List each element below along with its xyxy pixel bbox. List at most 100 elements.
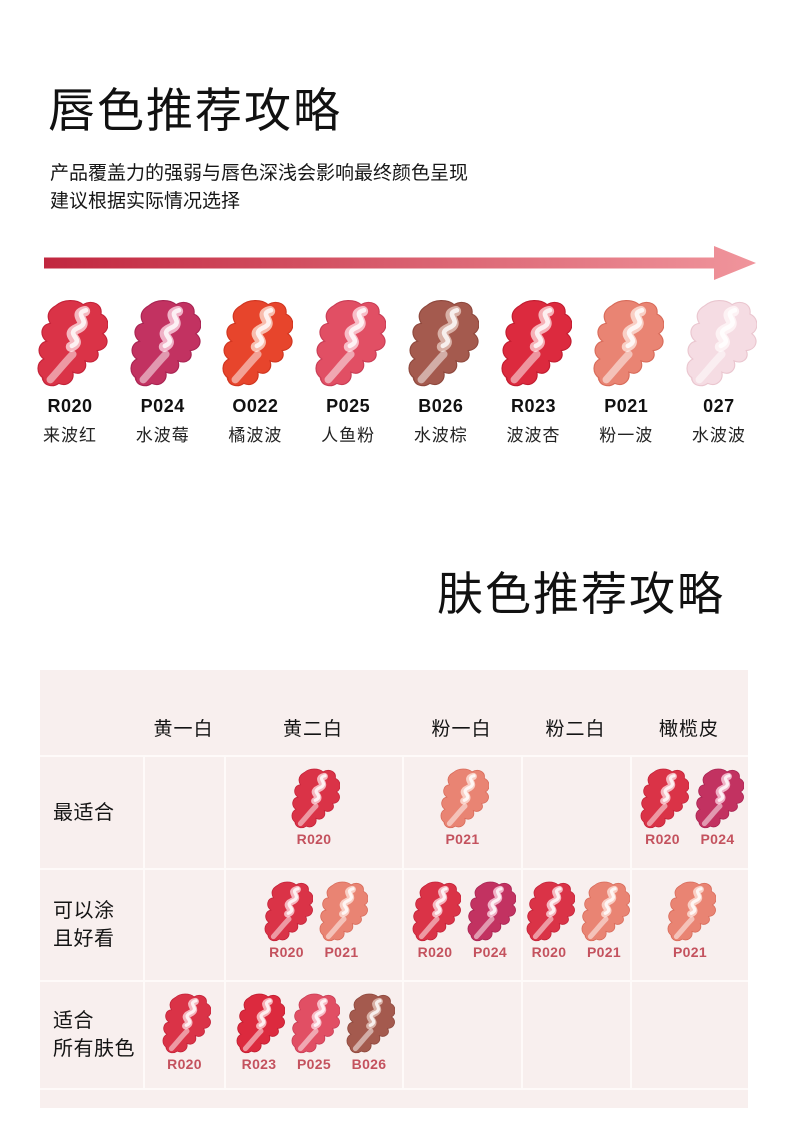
shade-name: 水波莓	[135, 426, 190, 445]
cell-shade-P024: P024	[464, 881, 516, 960]
table-row-label-3: 适合 所有肤色	[40, 980, 143, 1088]
subtitle-line-1: 产品覆盖力的强弱与唇色深浅会影响最终颜色呈现	[50, 163, 469, 184]
cell-shade-code: P025	[297, 1056, 331, 1072]
lipstick-smear-swatch	[581, 881, 630, 942]
shade-code: R023	[511, 396, 557, 416]
shade-code: R020	[47, 396, 93, 416]
lipstick-smear-swatch	[695, 768, 744, 829]
shade-name: 橘波波	[228, 426, 283, 445]
table-row-label-2: 可以涂 且好看	[40, 868, 143, 980]
shade-item-R020: R020 来波红	[26, 299, 114, 446]
lipstick-smear-swatch	[640, 768, 689, 829]
row-label-line: 且好看	[53, 928, 115, 950]
cell-shade-code: R020	[645, 831, 680, 847]
lipstick-smear-swatch	[130, 299, 201, 387]
cell-shade-R020: R020	[261, 881, 313, 960]
cell-shade-P021: P021	[316, 881, 368, 960]
shade-name: 波波杏	[506, 426, 561, 445]
cell-shade-code: P021	[324, 944, 359, 960]
cell-shade-code: P021	[445, 831, 480, 847]
cell-shade-code: B026	[351, 1056, 387, 1072]
table-cell-r2-c4: R020 P021	[521, 868, 630, 980]
table-cell-r3-c3	[402, 980, 521, 1088]
lipstick-smear-swatch	[319, 881, 368, 942]
cell-shade-P025: P025	[288, 993, 340, 1072]
table-cell-r1-c3: P021	[402, 755, 521, 868]
row-label-line: 所有肤色	[53, 1038, 135, 1060]
lipstick-smear-swatch	[440, 768, 489, 829]
shade-code: O022	[232, 396, 279, 416]
table-cell-r3-c1: R020	[143, 980, 224, 1088]
table-cell-r2-c5: P021	[630, 868, 748, 980]
lipstick-smear-swatch	[162, 993, 211, 1054]
skin-section-title: 肤色推荐攻略	[437, 568, 725, 620]
table-cell-r2-c2: R020 P021	[224, 868, 402, 980]
shade-item-B026: B026 水波棕	[397, 299, 485, 446]
row-label-line: 可以涂	[53, 900, 115, 922]
lip-section-subtitle: 产品覆盖力的强弱与唇色深浅会影响最终颜色呈现 建议根据实际情况选择	[50, 160, 468, 216]
cell-shade-code: P021	[587, 944, 621, 960]
lipstick-smear-swatch	[222, 299, 294, 387]
cell-shade-code: R023	[241, 1056, 277, 1072]
cell-shade-P021: P021	[437, 768, 489, 847]
gradient-arrow-icon	[42, 243, 758, 283]
table-cell-r3-c2: R023 P025 B026	[224, 980, 402, 1088]
cell-shade-code: R020	[167, 1056, 202, 1072]
shade-item-027: 027 水波波	[675, 299, 763, 446]
lipstick-smear-swatch	[236, 993, 285, 1054]
table-header-col-2: 黄二白	[282, 719, 343, 740]
lipstick-smear-swatch	[500, 299, 572, 387]
subtitle-line-2: 建议根据实际情况选择	[50, 191, 241, 212]
shade-name: 人鱼粉	[321, 426, 376, 445]
table-cell-r3-c5	[630, 980, 748, 1088]
shade-item-P025: P025 人鱼粉	[304, 299, 392, 446]
cell-shade-B026: B026	[343, 993, 395, 1072]
table-header-col-5: 橄榄皮	[658, 719, 719, 740]
shade-item-P024: P024 水波莓	[119, 299, 207, 446]
cell-shade-R023: R023	[233, 993, 285, 1072]
right-arrow-icon	[44, 246, 756, 280]
lipstick-smear-swatch	[412, 881, 461, 942]
cell-shade-R020: R020	[523, 881, 575, 960]
table-row-label-1: 最适合	[40, 755, 143, 868]
table-cell-r1-c4	[521, 755, 630, 868]
cell-shade-code: P024	[700, 831, 735, 847]
table-cell-r1-c2: R020	[224, 755, 402, 868]
cell-shade-R020: R020	[288, 768, 340, 847]
shade-name: 来波红	[43, 426, 97, 445]
shade-row: R020 来波红 P024 水波莓 O022 橘波波 P025 人鱼粉 B026 水波棕 R023 波…	[26, 299, 763, 446]
lip-section-title: 唇色推荐攻略	[48, 84, 342, 137]
table-cell-r1-c1	[143, 755, 224, 868]
lipstick-smear-swatch	[593, 299, 665, 387]
table-cell-r3-c4	[521, 980, 630, 1088]
shade-code: P025	[326, 396, 371, 416]
lipstick-smear-swatch	[291, 993, 340, 1054]
cell-shade-P021: P021	[578, 881, 630, 960]
shade-code: B026	[418, 396, 464, 416]
lipstick-smear-swatch	[315, 299, 387, 387]
cell-shade-R020: R020	[159, 993, 211, 1072]
cell-shade-P024: P024	[692, 768, 744, 847]
cell-shade-code: P021	[673, 944, 707, 960]
skin-tone-table: 黄一白 黄二白 粉一白 粉二白 橄榄皮 最适合 R020 P021 R020 P024 可以涂 且好看…	[40, 670, 748, 1108]
row-label-line: 适合	[53, 1010, 94, 1032]
shade-name: 水波波	[691, 426, 746, 445]
lipstick-smear-swatch	[291, 768, 340, 829]
lipstick-smear-swatch	[526, 881, 575, 942]
lipstick-smear-swatch	[667, 881, 716, 942]
table-cell-r1-c5: R020 P024	[630, 755, 748, 868]
lipstick-smear-swatch	[346, 993, 395, 1054]
shade-code: P024	[140, 396, 185, 416]
shade-item-R023: R023 波波杏	[490, 299, 578, 446]
lipstick-smear-swatch	[264, 881, 313, 942]
shade-name: 水波棕	[413, 426, 468, 445]
cell-shade-code: R020	[269, 944, 304, 960]
shade-code: 027	[703, 396, 735, 416]
row-label-line: 最适合	[53, 801, 115, 824]
table-bottom-strip	[40, 1088, 748, 1108]
table-header-col-1: 黄一白	[153, 719, 214, 740]
table-header-col-3: 粉一白	[431, 719, 492, 740]
table-cell-r2-c1	[143, 868, 224, 980]
cell-shade-code: R020	[296, 831, 332, 847]
